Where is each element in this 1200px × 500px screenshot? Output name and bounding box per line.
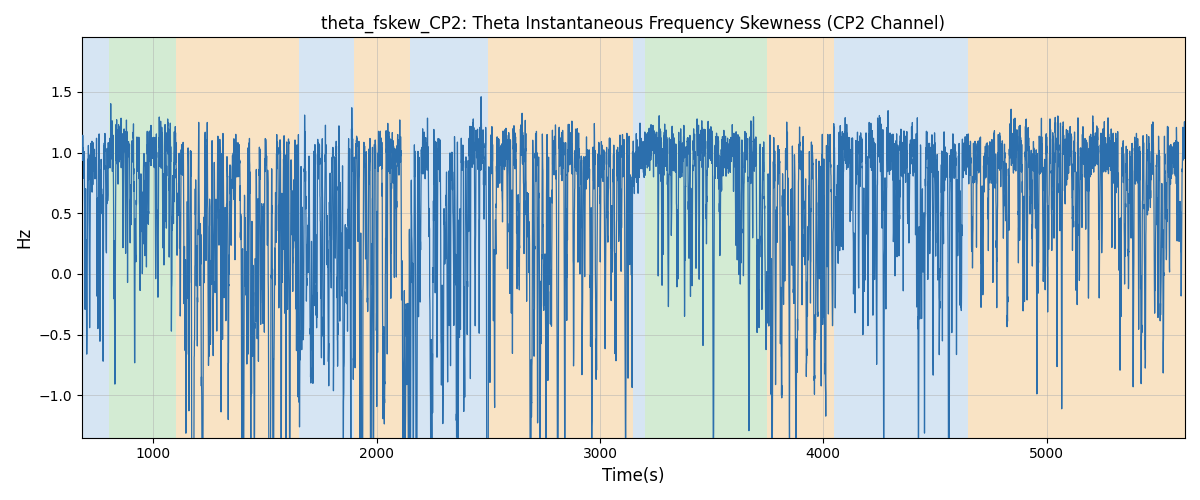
X-axis label: Time(s): Time(s) [602, 467, 665, 485]
Bar [968, 38, 1184, 438]
Bar [768, 38, 834, 438]
Bar [834, 38, 968, 438]
Y-axis label: Hz: Hz [14, 227, 32, 248]
Title: theta_fskew_CP2: Theta Instantaneous Frequency Skewness (CP2 Channel): theta_fskew_CP2: Theta Instantaneous Fre… [322, 15, 946, 34]
Bar [175, 38, 299, 438]
Bar [82, 38, 109, 438]
Bar [299, 38, 354, 438]
Bar [109, 38, 175, 438]
Bar [410, 38, 488, 438]
Bar [488, 38, 634, 438]
Bar [354, 38, 410, 438]
Bar [644, 38, 768, 438]
Bar [634, 38, 644, 438]
